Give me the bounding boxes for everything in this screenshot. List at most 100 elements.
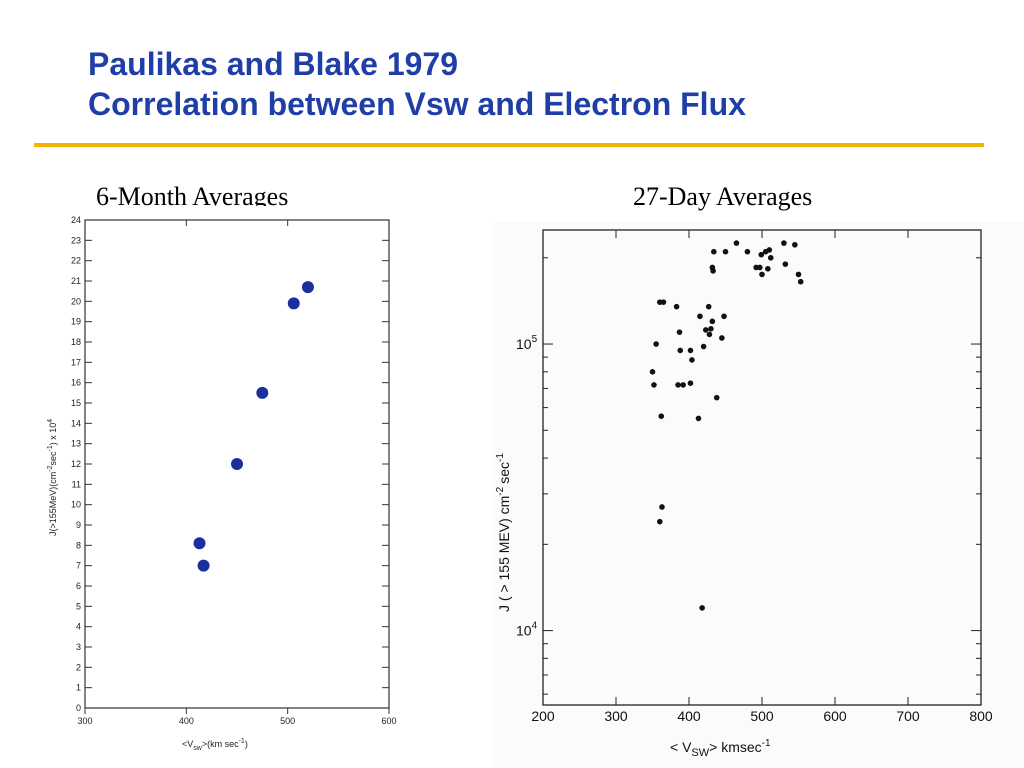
right-data-point [710,268,716,274]
right-data-point [795,271,802,278]
right-data-point [708,326,714,332]
left-y-tick-label: 22 [71,256,81,266]
slide-title: Paulikas and Blake 1979 Correlation betw… [88,44,746,124]
left-y-tick-label: 11 [72,479,81,489]
right-data-point [709,318,716,325]
right-y-axis-label: J ( > 155 MEV) cm-2sec-1 [495,453,512,612]
right-data-point [687,380,694,387]
right-y-tick-base: 10 [516,623,532,639]
left-data-point [256,386,269,399]
right-data-point [675,382,681,388]
right-data-point [658,413,665,419]
right-data-point [702,327,709,333]
left-y-tick-label: 19 [71,317,81,327]
right-x-tick-label: 200 [531,708,555,724]
left-y-tick-label: 20 [71,296,81,306]
right-data-point [699,605,705,611]
left-y-tick-label: 6 [76,581,81,591]
title-underline [34,143,984,147]
right-data-point [689,357,695,363]
left-y-tick-label: 17 [71,357,81,367]
right-data-point [649,369,656,375]
left-data-point [301,281,314,294]
right-y-tick-exponent: 5 [532,334,538,345]
right-data-point [781,240,787,246]
left-y-tick-label: 18 [71,337,81,347]
right-data-point [744,248,751,255]
right-data-point [659,504,665,510]
right-x-tick-label: 300 [604,708,628,724]
left-y-axis-label: J(>155MeV)(cm-2sec-1) x 104 [47,419,58,536]
right-data-point [733,240,740,246]
right-data-point [697,313,703,320]
left-y-tick-label: 12 [71,459,81,469]
right-data-point [673,303,680,310]
left-y-tick-label: 5 [76,601,81,611]
left-x-axis-label: <Vsw>(km sec-1) [182,738,248,752]
left-y-tick-label: 3 [76,642,81,652]
left-y-tick-label: 9 [76,520,81,530]
right-data-point [700,343,707,350]
right-x-tick-label: 800 [969,708,993,724]
six-month-scatter-chart: 300 400 500 6000123456789101112131415161718… [47,215,397,752]
left-y-tick-label: 13 [71,439,81,449]
right-x-tick-label: 600 [823,708,847,724]
left-y-tick-label: 7 [76,561,81,571]
right-data-point [711,248,717,255]
right-data-point [677,347,684,354]
left-data-point [197,559,210,572]
left-y-tick-label: 16 [71,378,81,388]
left-y-tick-label: 10 [71,500,81,510]
right-data-point [657,299,663,305]
right-data-point [706,331,713,338]
left-y-tick-label: 0 [76,703,81,713]
right-x-axis-label: < VSW> kmsec-1 [670,738,771,759]
right-y-tick-base: 10 [516,336,532,352]
left-data-point [287,297,300,310]
right-data-point [713,394,720,401]
right-x-tick-label: 400 [677,708,701,724]
left-x-tick-label: 400 [179,716,194,726]
right-data-point [757,264,763,271]
right-data-point [782,261,789,267]
left-y-tick-label: 4 [76,622,81,632]
six-month-chart-panel: 300 400 500 600 0 1 2 3 4 5 6 7 8 9 10 11 12 13 14 15 16 17 18… [34,206,426,762]
right-data-point [765,266,771,272]
right-data-point [680,382,686,388]
title-line-1: Paulikas and Blake 1979 [88,46,458,82]
right-data-point [766,247,773,253]
left-y-tick-label: 23 [71,235,81,245]
right-data-point [721,313,727,320]
right-data-point [792,241,798,248]
left-x-tick-label: 600 [381,716,396,726]
twenty-seven-day-chart-panel: 200 300 400 500 600 700 800 104 105 < VSW> kmsec… [492,222,1024,768]
right-x-tick-label: 700 [896,708,920,724]
right-x-tick-label: 500 [750,708,774,724]
left-y-tick-label: 2 [76,662,81,672]
right-data-point [676,329,683,335]
left-y-tick-label: 24 [71,215,81,225]
right-data-point [657,518,663,525]
right-data-point [687,347,694,354]
right-data-point [719,335,725,341]
right-data-point [705,303,712,310]
left-x-tick-label: 500 [280,716,295,726]
right-data-point [797,278,804,285]
right-data-point [759,271,765,278]
right-data-point [651,382,657,388]
title-line-2: Correlation between Vsw and Electron Flu… [88,86,746,122]
left-y-tick-label: 14 [71,418,81,428]
right-plot-frame [542,229,982,706]
left-data-point [193,537,206,550]
right-y-tick-label: 104 [516,621,538,639]
right-data-point [767,254,774,261]
right-data-point [653,341,659,347]
right-data-point [758,251,765,258]
left-y-tick-label: 15 [71,398,81,408]
right-data-point [695,415,702,422]
left-y-tick-label: 21 [71,276,81,286]
left-y-tick-label: 1 [76,683,81,693]
left-y-tick-label: 8 [76,540,81,550]
left-data-point [231,458,243,470]
